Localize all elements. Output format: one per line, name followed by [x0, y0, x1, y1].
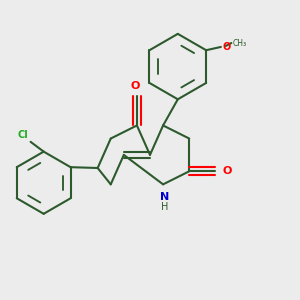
- Text: O: O: [223, 166, 232, 176]
- Text: H: H: [161, 202, 168, 212]
- Text: Cl: Cl: [17, 130, 28, 140]
- Text: CH₃: CH₃: [232, 38, 247, 47]
- Text: N: N: [160, 192, 169, 202]
- Text: O: O: [222, 42, 230, 52]
- Text: O: O: [130, 81, 140, 91]
